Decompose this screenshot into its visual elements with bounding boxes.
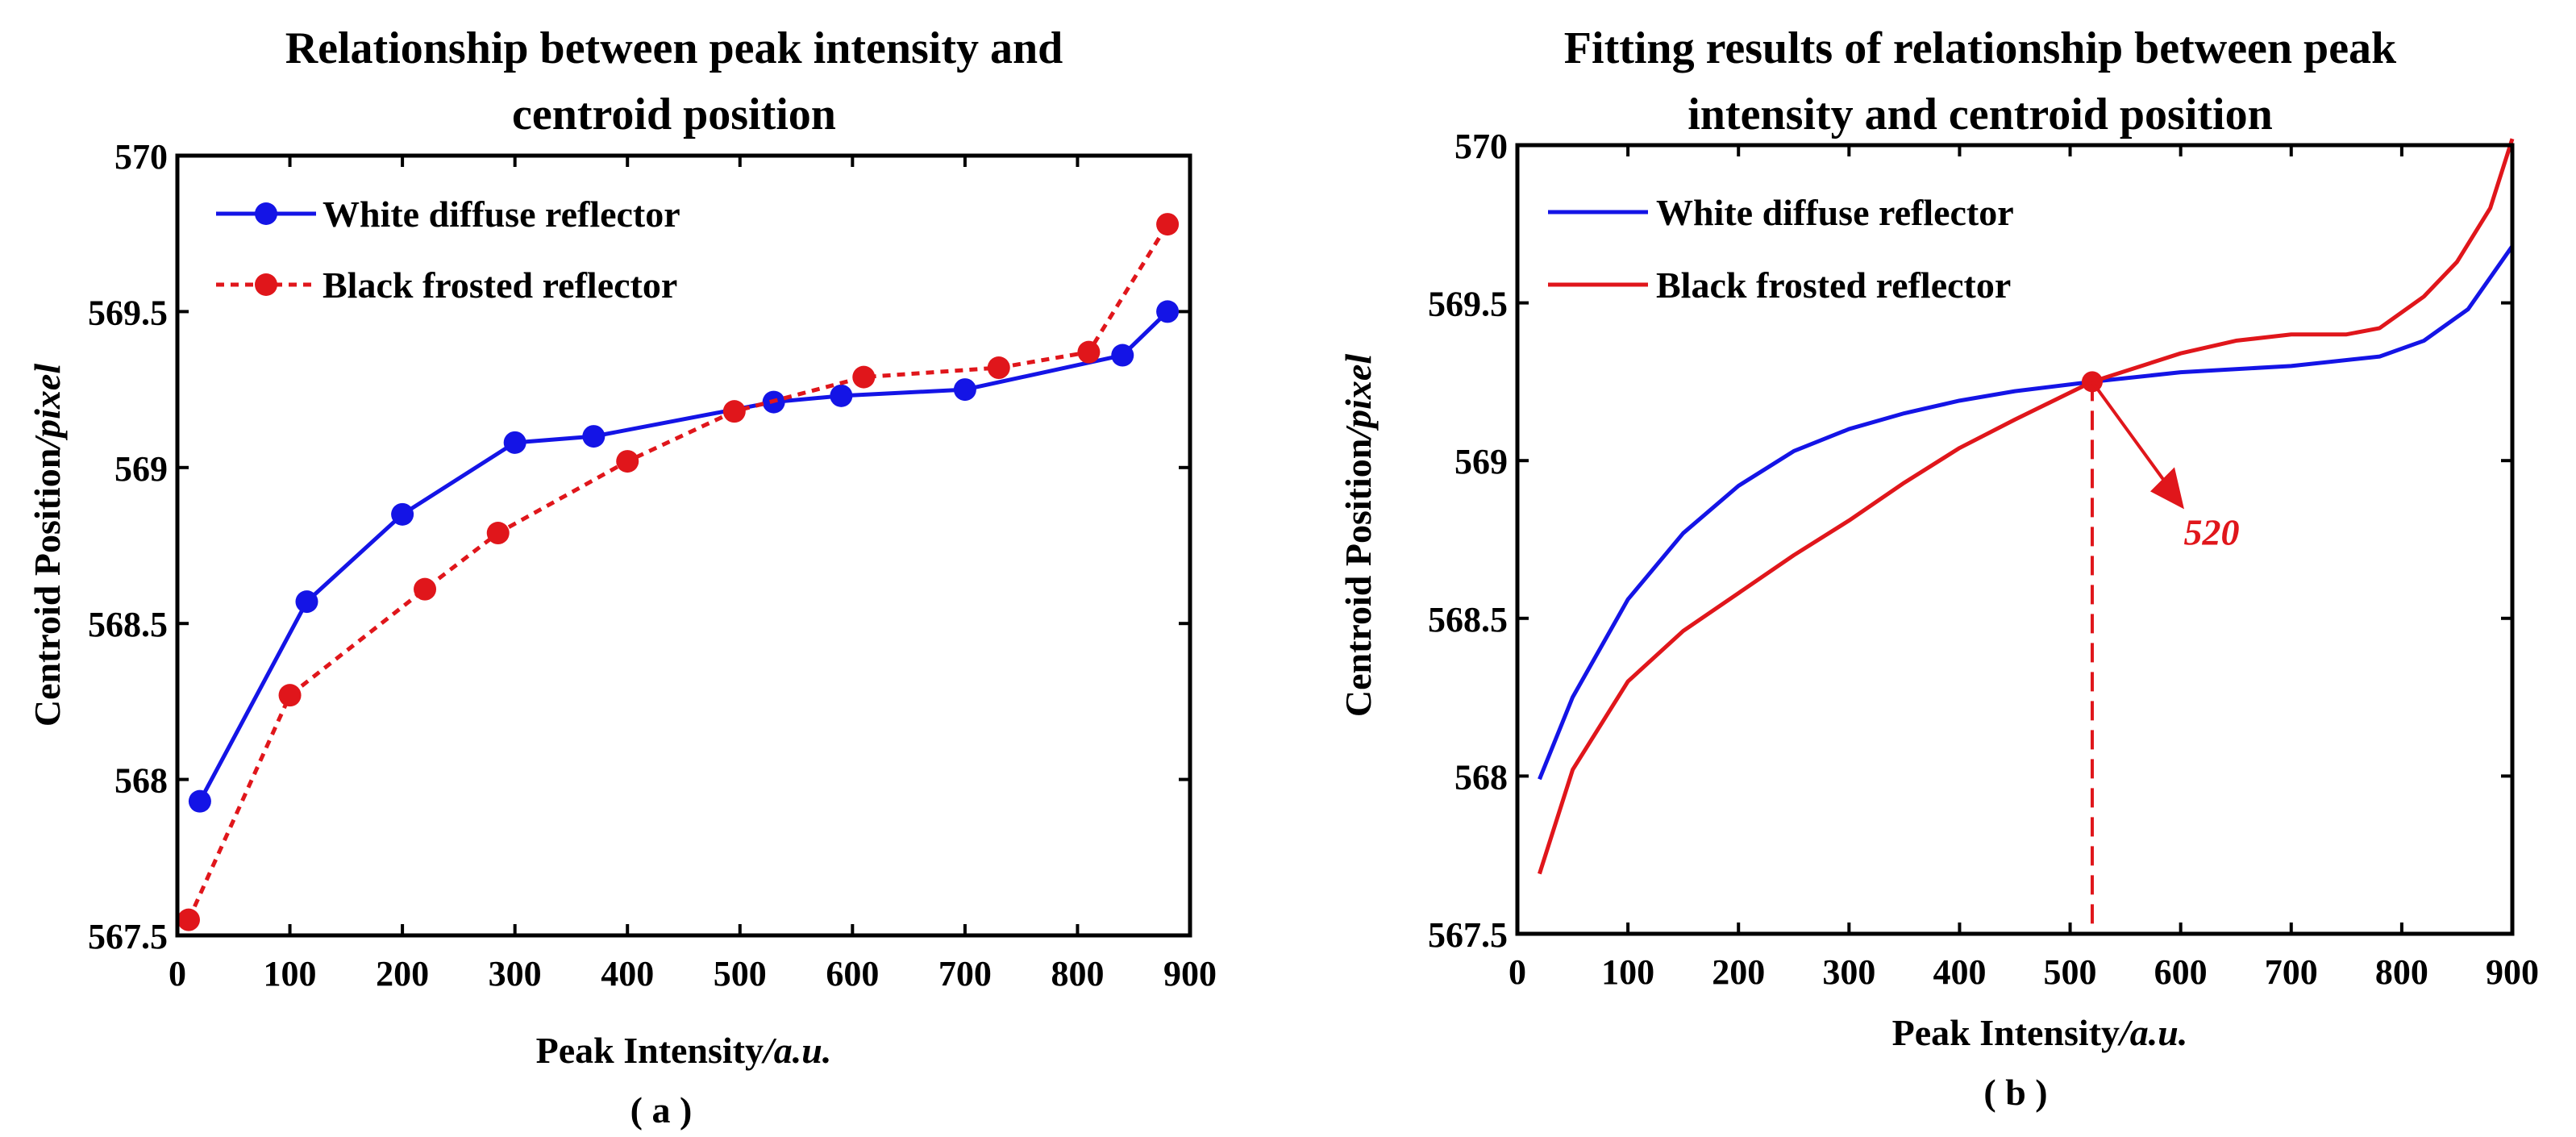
chart-b-y-tick-label: 568 [1454,757,1508,797]
chart-b-title-line1: Fitting results of relationship between … [1564,23,2397,73]
chart-b-y-tick-label: 569.5 [1428,285,1508,324]
chart-a-y-tick-label: 567.5 [88,917,168,956]
chart-a-panel-label: ( a ) [630,1089,693,1131]
chart-a-y-tick-label: 569.5 [88,293,168,332]
chart-b-x-tick-label: 600 [2154,952,2208,992]
chart-a-x-tick-label: 600 [826,954,879,993]
chart-a-x-tick-label: 900 [1163,954,1217,993]
chart-a-legend-item-black: Black frosted reflector [216,264,677,306]
chart-b-annotation: 520 [2081,371,2239,934]
chart-a-x-tick-label: 500 [714,954,767,993]
chart-a-series-line-1 [186,223,1170,921]
annotation-label: 520 [2183,511,2239,552]
chart-a-x-ticks: 0 100 200 300 400 500 600 700 800 900 [169,156,1217,993]
chart-a-series-1-point [278,684,302,707]
svg-text:Black frosted reflector: Black frosted reflector [1656,264,2011,306]
chart-a-series-line-0 [198,310,1169,802]
chart-b-legend: White diffuse reflector Black frosted re… [1548,192,2014,306]
chart-a-y-axis-label: Centroid Position/pixel [27,364,68,727]
chart-a-y-ticks: 567.5 568 568.5 569 569.5 570 [88,137,1190,956]
chart-a-series-0-point [830,384,853,407]
chart-b-y-ticks: 567.5 568 568.5 569 569.5 570 [1428,127,2512,955]
chart-b-plot-frame [1515,143,2515,936]
chart-b-x-tick-label: 500 [2044,952,2097,992]
chart-b-x-tick-label: 200 [1712,952,1765,992]
chart-a-series-1-point [987,356,1010,380]
chart-a-x-tick-label: 100 [264,954,317,993]
chart-a-series-0-point [295,590,318,614]
chart-b-y-tick-label: 567.5 [1428,915,1508,955]
chart-b-series-line-1 [1538,138,2515,875]
chart-a-y-tick-label: 568.5 [88,605,168,644]
chart-a-series-1-point [414,577,437,601]
chart-a-series-1-point [852,365,876,389]
chart-a-series-1-point [486,522,510,545]
chart-b: Fitting results of relationship between … [1338,23,2539,1113]
chart-a-x-axis-label: Peak Intensity/a.u. [536,1030,832,1071]
chart-a-title-line1: Relationship between peak intensity and [285,23,1063,73]
chart-a-series-0-point [1111,344,1134,367]
chart-a-series-1-point [1077,340,1101,364]
chart-b-panel-label: ( b ) [1983,1072,2047,1113]
chart-a-x-tick-label: 700 [938,954,992,993]
chart-b-x-tick-label: 700 [2265,952,2318,992]
chart-a-title-line2: centroid position [512,90,836,140]
annotation-arrow-shaft [2091,381,2171,489]
chart-b-x-axis-label: Peak Intensity/a.u. [1892,1012,2188,1053]
chart-b-x-tick-label: 800 [2375,952,2428,992]
chart-a-x-tick-label: 800 [1051,954,1104,993]
chart-b-series-line-0 [1538,244,2515,781]
chart-a-series-0-point [953,378,976,402]
chart-a-y-tick-label: 570 [114,137,168,177]
chart-a-x-tick-label: 300 [489,954,542,993]
chart-b-y-tick-label: 570 [1454,127,1508,166]
annotation-arrowhead [2149,467,2184,510]
chart-a-plot-frame [175,153,1192,938]
chart-b-y-tick-label: 569 [1454,442,1508,481]
chart-a-series-0-point [391,502,414,526]
chart-b-legend-item-white: White diffuse reflector [1548,192,2014,233]
svg-text:Black frosted reflector: Black frosted reflector [323,264,677,306]
chart-a-y-tick-label: 568 [114,761,168,801]
chart-b-title-line2: intensity and centroid position [1688,90,2273,140]
chart-b-x-ticks: 0 100 200 300 400 500 600 700 800 900 [1509,145,2539,992]
svg-text:White diffuse reflector: White diffuse reflector [1656,192,2014,233]
chart-a-series-0-point [188,789,211,813]
chart-b-y-tick-label: 568.5 [1428,600,1508,639]
chart-a-series-0-point [503,431,526,454]
chart-a-series-1-point [616,450,639,473]
svg-text:White diffuse reflector: White diffuse reflector [323,194,680,235]
chart-a-series-1-point [1156,213,1180,236]
chart-a-series-0-point [582,425,606,448]
chart-b-x-tick-label: 900 [2486,952,2539,992]
chart-a-series [177,213,1180,931]
chart-a-x-tick-label: 400 [601,954,654,993]
chart-b-x-tick-label: 0 [1509,952,1526,992]
chart-a-y-tick-label: 569 [114,449,168,489]
chart-b-legend-item-black: Black frosted reflector [1548,264,2011,306]
chart-a-series-0-point [1156,300,1180,323]
chart-a-legend-item-white: White diffuse reflector [216,194,680,235]
chart-a-x-tick-label: 0 [169,954,186,993]
chart-b-x-tick-label: 300 [1822,952,1875,992]
chart-a-series-1-point [722,400,746,423]
chart-a-legend: White diffuse reflector Black frosted re… [216,194,680,306]
chart-a-series-1-point [177,908,200,931]
chart-b-x-tick-label: 100 [1601,952,1654,992]
chart-a: Relationship between peak intensity and … [27,23,1217,1131]
chart-a-x-tick-label: 200 [376,954,429,993]
chart-b-y-axis-label: Centroid Position/pixel [1338,354,1379,717]
chart-b-series [1538,138,2515,875]
chart-b-x-tick-label: 400 [1933,952,1986,992]
